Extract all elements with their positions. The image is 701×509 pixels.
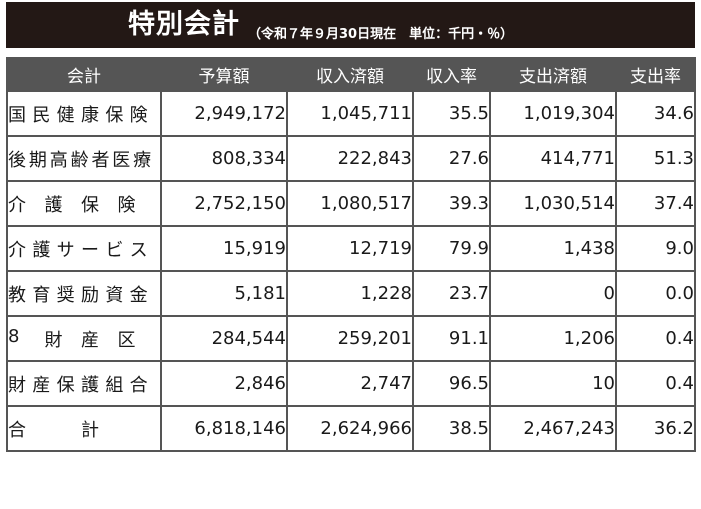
spent-cell: 1,206 [489, 315, 617, 362]
account-name: 介護保険 [8, 194, 136, 216]
table-row-total: 合計 6,818,146 2,624,966 38.5 2,467,243 36… [6, 405, 696, 452]
received-cell: 1,080,517 [286, 180, 414, 227]
table-row: 財産保護組合 2,846 2,747 96.5 10 0.4 [6, 360, 696, 407]
table-row: 国民健康保険 2,949,172 1,045,711 35.5 1,019,30… [6, 90, 696, 137]
receipt-rate-cell: 79.9 [412, 225, 491, 272]
page-title: 特別会計 [128, 9, 240, 40]
received-cell: 1,045,711 [286, 90, 414, 137]
spent-cell: 1,438 [489, 225, 617, 272]
receipt-rate-cell: 23.7 [412, 270, 491, 317]
budget-cell: 6,818,146 [160, 405, 288, 452]
spent-cell: 1,019,304 [489, 90, 617, 137]
page-subtitle: （令和７年９月30日現在 単位：千円・％） [248, 27, 514, 42]
received-cell: 1,228 [286, 270, 414, 317]
receipt-rate-cell: 39.3 [412, 180, 491, 227]
received-cell: 12,719 [286, 225, 414, 272]
receipt-rate-cell: 38.5 [412, 405, 491, 452]
account-name: 合計 [8, 419, 99, 441]
receipt-rate-cell: 96.5 [412, 360, 491, 407]
table-row: 介護サービス 15,919 12,719 79.9 1,438 9.0 [6, 225, 696, 272]
received-cell: 259,201 [286, 315, 414, 362]
table-row: 介護保険 2,752,150 1,080,517 39.3 1,030,514 … [6, 180, 696, 227]
received-cell: 2,624,966 [286, 405, 414, 452]
spent-cell: 1,030,514 [489, 180, 617, 227]
table-row: 後期高齢者医療 808,334 222,843 27.6 414,771 51.… [6, 135, 696, 182]
column-header-received: 収入済額 [286, 57, 414, 92]
spend-rate-cell: 34.6 [615, 90, 696, 137]
budget-cell: 2,949,172 [160, 90, 288, 137]
receipt-rate-cell: 27.6 [412, 135, 491, 182]
receipt-rate-cell: 91.1 [412, 315, 491, 362]
budget-cell: 15,919 [160, 225, 288, 272]
spend-rate-cell: 51.3 [615, 135, 696, 182]
spend-rate-cell: 0.4 [615, 315, 696, 362]
column-header-receipt-rate: 収入率 [412, 57, 491, 92]
account-name: 後期高齢者医療 [8, 149, 152, 171]
spend-rate-cell: 9.0 [615, 225, 696, 272]
spent-cell: 2,467,243 [489, 405, 617, 452]
received-cell: 2,747 [286, 360, 414, 407]
receipt-rate-cell: 35.5 [412, 90, 491, 137]
budget-cell: 5,181 [160, 270, 288, 317]
spent-cell: 414,771 [489, 135, 617, 182]
account-name: 介護サービス [8, 239, 148, 261]
spend-rate-cell: 37.4 [615, 180, 696, 227]
spent-cell: 0 [489, 270, 617, 317]
column-header-spent: 支出済額 [489, 57, 617, 92]
table-row: 教育奨励資金 5,181 1,228 23.7 0 0.0 [6, 270, 696, 317]
column-header-spend-rate: 支出率 [615, 57, 696, 92]
account-name: 財産保護組合 [8, 374, 148, 396]
column-header-budget: 予算額 [160, 57, 288, 92]
account-name: 教育奨励資金 [8, 284, 148, 306]
budget-cell: 2,846 [160, 360, 288, 407]
budget-cell: 808,334 [160, 135, 288, 182]
spend-rate-cell: 0.4 [615, 360, 696, 407]
account-name: 国民健康保険 [8, 104, 148, 126]
budget-cell: 284,544 [160, 315, 288, 362]
spend-rate-cell: 0.0 [615, 270, 696, 317]
received-cell: 222,843 [286, 135, 414, 182]
spend-rate-cell: 36.2 [615, 405, 696, 452]
special-accounts-table: 会計 予算額 収入済額 収入率 支出済額 支出率 国民健康保険 2,949,17… [6, 57, 696, 452]
spent-cell: 10 [489, 360, 617, 407]
title-bar: 特別会計 （令和７年９月30日現在 単位：千円・％） [6, 2, 695, 48]
column-header-account: 会計 [6, 57, 162, 92]
budget-cell: 2,752,150 [160, 180, 288, 227]
table-header-row: 会計 予算額 収入済額 収入率 支出済額 支出率 [6, 57, 696, 92]
